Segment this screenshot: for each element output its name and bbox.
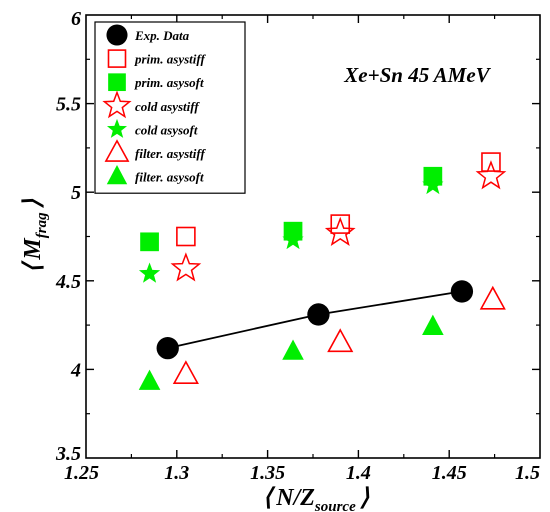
y-axis-title: ⟨Mfrag⟩ <box>20 198 50 273</box>
data-point-cold-asysoft <box>138 262 161 283</box>
x-tick-label: 1.25 <box>64 462 99 484</box>
legend-label-prim-asystiff: prim. asystiff <box>134 52 206 67</box>
annotation-text: Xe+Sn 45 AMeV <box>343 63 491 87</box>
legend-label-cold-asystiff: cold asystiff <box>135 99 200 114</box>
legend-marker-prim-asysoft <box>108 73 126 92</box>
legend-label-filter-asystiff: filter. asystiff <box>135 146 206 161</box>
legend-marker-filter-asystiff <box>104 139 130 162</box>
data-point-filter-asysoft <box>138 369 161 390</box>
data-point-cold-asystiff <box>324 216 356 247</box>
data-markers <box>138 152 507 390</box>
data-point-prim-asystiff <box>481 152 501 172</box>
legend-marker-cold-asystiff <box>102 90 132 119</box>
y-tick-label: 3.5 <box>55 443 81 465</box>
legend-marker-prim-asystiff <box>107 49 127 68</box>
x-axis-title: ⟨ N/Zsource ⟩ <box>263 485 370 512</box>
y-tick-label: 5 <box>71 182 81 204</box>
data-point-filter-asysoft <box>422 314 444 335</box>
data-point-filter-asysoft <box>282 339 304 360</box>
data-point-prim-asystiff <box>330 214 351 234</box>
data-point-prim-asystiff <box>176 226 196 247</box>
x-tick-label: 1.5 <box>515 462 540 484</box>
y-tick-label: 5.5 <box>56 94 81 116</box>
x-tick-label: 1.35 <box>250 462 285 484</box>
tick-labels: 1.25 1.3 1.35 1.4 1.45 1.5 3.5 4 4.5 5 5.5 6 <box>55 8 540 484</box>
y-tick-label: 4 <box>70 359 81 381</box>
y-tick-label: 4.5 <box>55 271 81 293</box>
data-point-exp-data <box>307 303 330 326</box>
data-point-exp-data <box>450 280 474 303</box>
x-tick-label: 1.4 <box>346 462 371 484</box>
x-tick-label: 1.3 <box>164 462 189 484</box>
data-point-prim-asysoft <box>140 232 159 252</box>
legend-label-filter-asysoft: filter. asysoft <box>135 170 204 185</box>
data-point-cold-asysoft <box>282 228 304 250</box>
legend: Exp. Data prim. asystiff prim. asysoft cold… <box>94 21 246 194</box>
y-tick-label: 6 <box>71 8 81 30</box>
data-point-cold-asystiff <box>170 252 202 282</box>
data-point-cold-asysoft <box>422 173 444 195</box>
x-tick-label: 1.45 <box>432 462 467 484</box>
legend-marker-cold-asysoft <box>106 118 128 138</box>
legend-marker-filter-asysoft <box>106 165 128 185</box>
legend-label-exp-data: Exp. Data <box>134 28 190 43</box>
data-point-filter-asystiff <box>479 285 506 310</box>
data-point-exp-data <box>156 336 179 360</box>
data-point-cold-asystiff <box>475 160 507 190</box>
legend-marker-exp-data <box>106 24 128 46</box>
legend-label-prim-asysoft: prim. asysoft <box>134 75 204 90</box>
data-point-filter-asystiff <box>327 328 354 353</box>
data-point-filter-asystiff <box>172 360 199 385</box>
legend-label-cold-asysoft: cold asysoft <box>135 122 198 137</box>
